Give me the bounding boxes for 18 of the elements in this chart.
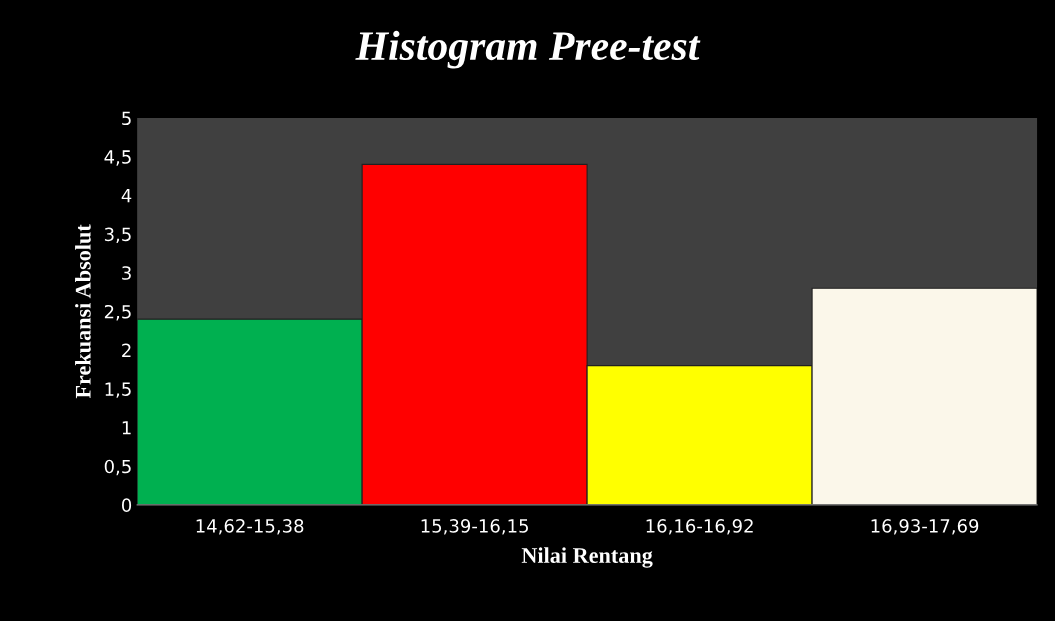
y-tick-label: 4 [121,189,132,203]
y-tick-label: 1 [122,421,131,435]
y-tick-label: 3 [122,266,131,280]
y-tick-label: 1,5 [105,382,131,398]
y-tick-label: 2 [122,343,131,357]
y-tick-label: 2,5 [104,304,131,321]
x-tick-label: 16,93-17,69 [871,519,979,535]
x-tick-label: 15,39-16,15 [421,519,528,535]
y-tick-label: 4,5 [104,150,131,166]
y-tick-label: 5 [122,111,131,126]
x-tick-label: 14,62-15,38 [196,519,304,535]
x-tick-label: 16,16-16,92 [646,519,753,535]
y-tick-label: 0 [121,498,132,512]
y-tick-label: 3,5 [104,227,131,244]
y-tick-label: 0,5 [104,459,131,476]
x-axis-title: Nilai Rentang [521,547,653,568]
chart-title: Histogram Pree-test [355,30,701,69]
y-axis-title: Frekuansi Absolut [75,224,91,399]
